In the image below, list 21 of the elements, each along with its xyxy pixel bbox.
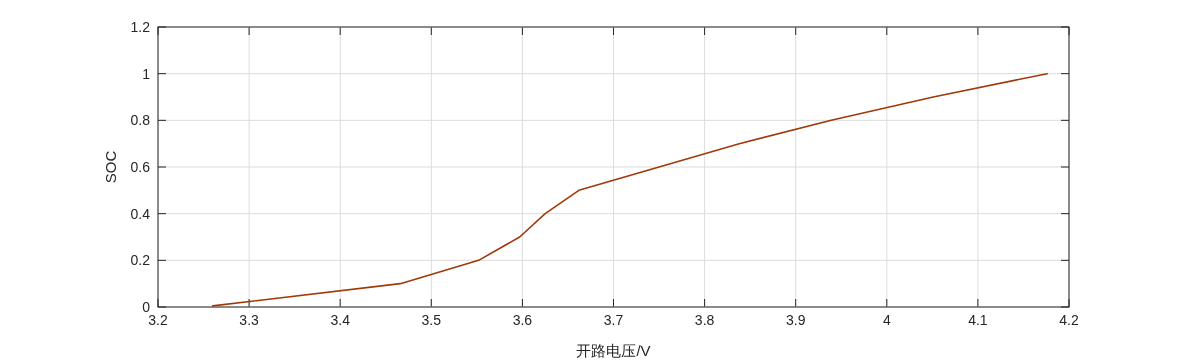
x-tick-label: 4.2: [1059, 312, 1079, 328]
x-tick-label: 4: [882, 312, 891, 328]
x-tick-label: 3.3: [239, 312, 260, 328]
x-tick-label: 3.2: [148, 312, 168, 328]
y-tick-label: 1: [142, 65, 151, 82]
x-tick-label: 4.1: [968, 312, 988, 328]
y-tick-label: 1.2: [130, 19, 151, 35]
y-tick-label: 0.2: [130, 252, 151, 269]
x-tick-label: 3.9: [785, 312, 806, 328]
y-tick-label: 0.4: [130, 205, 151, 222]
x-axis-title: 开路电压/V: [576, 342, 651, 359]
line-series: [211, 72, 1048, 307]
y-tick-label: 0: [142, 299, 151, 315]
x-tick-label: 3.6: [512, 312, 533, 328]
y-axis-title: SOC: [102, 150, 119, 184]
y-tick-label: 0.8: [130, 112, 151, 129]
x-tick-label: 3.8: [694, 312, 715, 328]
y-tick-label: 0.6: [130, 159, 151, 175]
x-tick-label: 3.5: [421, 312, 442, 328]
x-tick-label: 3.4: [330, 312, 351, 328]
x-tick-label: 3.7: [603, 312, 624, 328]
